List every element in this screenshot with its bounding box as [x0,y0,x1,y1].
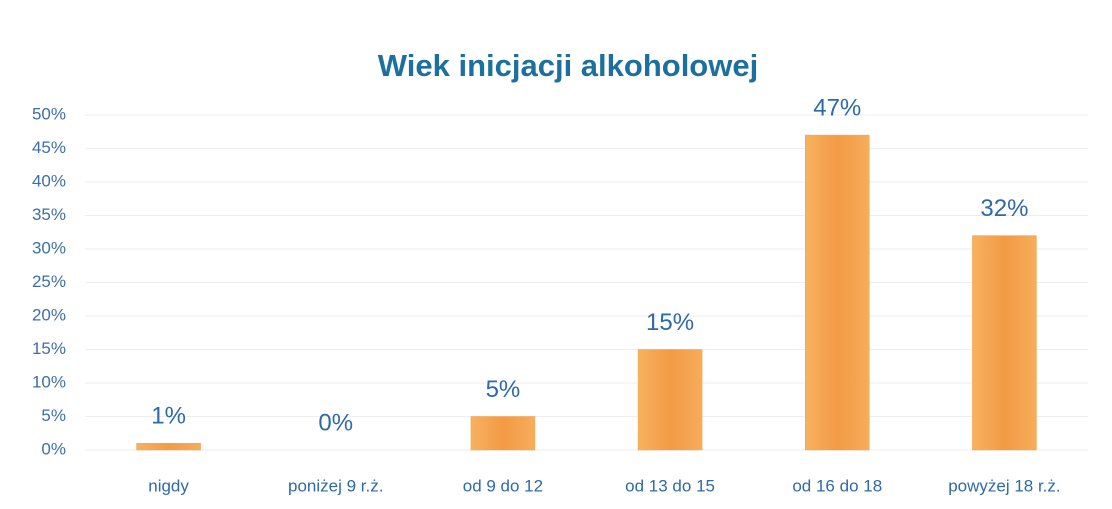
bar [972,235,1037,451]
bar [136,443,201,451]
y-tick-label: 10% [32,372,66,391]
x-tick-label: od 9 do 12 [463,476,543,495]
value-label: 15% [646,309,694,336]
value-label: 0% [318,409,353,436]
chart-title: Wiek inicjacji alkoholowej [378,48,758,83]
value-label: 47% [813,94,861,121]
bar [470,416,536,451]
y-tick-label: 45% [32,138,66,157]
y-tick-label: 40% [32,171,66,190]
bar [637,349,703,451]
y-tick-label: 0% [41,439,66,458]
value-label: 5% [486,376,521,403]
y-tick-label: 30% [32,238,66,257]
value-label: 32% [980,195,1028,222]
y-tick-label: 20% [32,305,66,324]
value-label: 1% [151,403,186,430]
x-tick-label: powyżej 18 r.ż. [948,476,1060,495]
x-tick-label: od 13 do 15 [625,476,715,495]
bar [805,134,870,451]
y-tick-label: 5% [41,406,66,425]
y-tick-label: 35% [32,205,66,224]
x-tick-label: nigdy [148,476,189,495]
x-tick-label: poniżej 9 r.ż. [288,476,383,495]
y-tick-label: 15% [32,339,66,358]
x-tick-label: od 16 do 18 [792,476,882,495]
y-tick-label: 25% [32,272,66,291]
y-tick-label: 50% [32,104,66,123]
